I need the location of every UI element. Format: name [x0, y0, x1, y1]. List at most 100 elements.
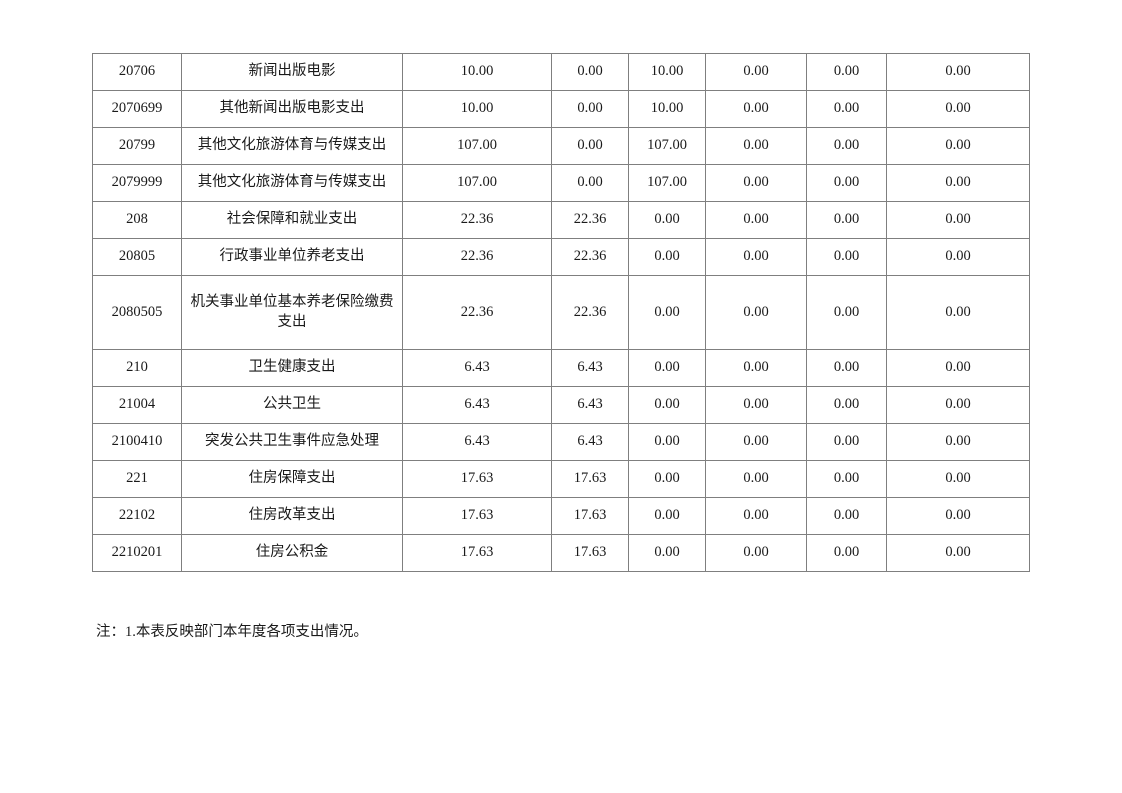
cell-value-5: 0.00 — [806, 386, 887, 424]
cell-item-name: 住房保障支出 — [181, 460, 403, 498]
cell-item-name: 公共卫生 — [181, 386, 403, 424]
cell-value-5: 0.00 — [806, 164, 887, 202]
cell-value-3: 0.00 — [628, 534, 706, 572]
cell-value-6: 0.00 — [886, 127, 1030, 165]
cell-value-2: 6.43 — [551, 423, 629, 461]
cell-code: 2210201 — [92, 534, 182, 572]
cell-value-1: 17.63 — [402, 497, 552, 535]
cell-value-1: 17.63 — [402, 460, 552, 498]
cell-value-4: 0.00 — [705, 497, 807, 535]
cell-item-name: 新闻出版电影 — [181, 53, 403, 91]
cell-code: 20706 — [92, 53, 182, 91]
cell-value-2: 6.43 — [551, 349, 629, 387]
cell-code: 210 — [92, 349, 182, 387]
table-row: 20706 新闻出版电影 10.00 0.00 10.00 0.00 0.00 0.00 — [92, 53, 1030, 91]
table-row: 2080505 机关事业单位基本养老保险缴费支出 22.36 22.36 0.00 0.0… — [92, 275, 1030, 350]
cell-value-5: 0.00 — [806, 349, 887, 387]
cell-code: 208 — [92, 201, 182, 239]
cell-value-5: 0.00 — [806, 238, 887, 276]
cell-value-5: 0.00 — [806, 275, 887, 350]
cell-value-3: 0.00 — [628, 238, 706, 276]
table-row: 2100410 突发公共卫生事件应急处理 6.43 6.43 0.00 0.00 0.00 0… — [92, 423, 1030, 461]
cell-value-1: 6.43 — [402, 349, 552, 387]
cell-value-2: 17.63 — [551, 460, 629, 498]
cell-value-6: 0.00 — [886, 460, 1030, 498]
cell-value-2: 22.36 — [551, 201, 629, 239]
cell-value-2: 17.63 — [551, 497, 629, 535]
cell-value-6: 0.00 — [886, 423, 1030, 461]
cell-value-1: 17.63 — [402, 534, 552, 572]
cell-value-3: 10.00 — [628, 90, 706, 128]
cell-code: 221 — [92, 460, 182, 498]
table-row: 21004 公共卫生 6.43 6.43 0.00 0.00 0.00 0.00 — [92, 386, 1030, 424]
cell-value-1: 22.36 — [402, 275, 552, 350]
cell-value-4: 0.00 — [705, 349, 807, 387]
cell-code: 2100410 — [92, 423, 182, 461]
table-row: 2079999 其他文化旅游体育与传媒支出 107.00 0.00 107.00 0.00… — [92, 164, 1030, 202]
cell-value-6: 0.00 — [886, 90, 1030, 128]
cell-item-name: 机关事业单位基本养老保险缴费支出 — [181, 275, 403, 350]
cell-value-2: 22.36 — [551, 238, 629, 276]
cell-value-4: 0.00 — [705, 238, 807, 276]
cell-value-4: 0.00 — [705, 164, 807, 202]
cell-code: 20799 — [92, 127, 182, 165]
cell-value-6: 0.00 — [886, 201, 1030, 239]
cell-value-1: 10.00 — [402, 90, 552, 128]
cell-value-3: 0.00 — [628, 275, 706, 350]
cell-value-4: 0.00 — [705, 90, 807, 128]
cell-value-4: 0.00 — [705, 53, 807, 91]
cell-value-5: 0.00 — [806, 53, 887, 91]
cell-value-1: 22.36 — [402, 238, 552, 276]
cell-item-name: 突发公共卫生事件应急处理 — [181, 423, 403, 461]
cell-value-6: 0.00 — [886, 497, 1030, 535]
cell-value-1: 22.36 — [402, 201, 552, 239]
cell-value-4: 0.00 — [705, 275, 807, 350]
cell-value-4: 0.00 — [705, 534, 807, 572]
cell-item-name: 其他新闻出版电影支出 — [181, 90, 403, 128]
cell-value-3: 10.00 — [628, 53, 706, 91]
cell-value-3: 107.00 — [628, 164, 706, 202]
table-row: 208 社会保障和就业支出 22.36 22.36 0.00 0.00 0.00 0.00 — [92, 201, 1030, 239]
cell-value-5: 0.00 — [806, 201, 887, 239]
table-row: 2070699 其他新闻出版电影支出 10.00 0.00 10.00 0.00 0.00 0… — [92, 90, 1030, 128]
cell-item-name: 卫生健康支出 — [181, 349, 403, 387]
cell-value-2: 0.00 — [551, 127, 629, 165]
cell-value-3: 0.00 — [628, 423, 706, 461]
cell-value-6: 0.00 — [886, 238, 1030, 276]
table-footnote: 注：1.本表反映部门本年度各项支出情况。 — [96, 624, 368, 640]
table-body: 20706 新闻出版电影 10.00 0.00 10.00 0.00 0.00 0.00 207… — [92, 53, 1030, 572]
cell-value-1: 107.00 — [402, 127, 552, 165]
table-row: 20805 行政事业单位养老支出 22.36 22.36 0.00 0.00 0.00 0.0… — [92, 238, 1030, 276]
cell-item-name: 行政事业单位养老支出 — [181, 238, 403, 276]
cell-item-name: 其他文化旅游体育与传媒支出 — [181, 164, 403, 202]
cell-value-1: 107.00 — [402, 164, 552, 202]
cell-value-2: 0.00 — [551, 164, 629, 202]
cell-value-4: 0.00 — [705, 423, 807, 461]
cell-value-3: 0.00 — [628, 460, 706, 498]
table-row: 20799 其他文化旅游体育与传媒支出 107.00 0.00 107.00 0.00 0.… — [92, 127, 1030, 165]
cell-item-name: 住房改革支出 — [181, 497, 403, 535]
table-row: 2210201 住房公积金 17.63 17.63 0.00 0.00 0.00 0.00 — [92, 534, 1030, 572]
cell-value-6: 0.00 — [886, 275, 1030, 350]
table-row: 22102 住房改革支出 17.63 17.63 0.00 0.00 0.00 0.00 — [92, 497, 1030, 535]
cell-code: 2080505 — [92, 275, 182, 350]
cell-value-3: 0.00 — [628, 201, 706, 239]
cell-value-2: 22.36 — [551, 275, 629, 350]
expenditure-table: 20706 新闻出版电影 10.00 0.00 10.00 0.00 0.00 0.00 207… — [92, 53, 1030, 572]
cell-value-4: 0.00 — [705, 460, 807, 498]
cell-value-5: 0.00 — [806, 90, 887, 128]
table-row: 210 卫生健康支出 6.43 6.43 0.00 0.00 0.00 0.00 — [92, 349, 1030, 387]
cell-value-6: 0.00 — [886, 534, 1030, 572]
cell-code: 20805 — [92, 238, 182, 276]
cell-code: 21004 — [92, 386, 182, 424]
cell-item-name: 住房公积金 — [181, 534, 403, 572]
cell-value-1: 10.00 — [402, 53, 552, 91]
cell-value-5: 0.00 — [806, 127, 887, 165]
cell-code: 22102 — [92, 497, 182, 535]
cell-value-1: 6.43 — [402, 423, 552, 461]
cell-value-3: 0.00 — [628, 349, 706, 387]
cell-value-6: 0.00 — [886, 386, 1030, 424]
cell-value-2: 6.43 — [551, 386, 629, 424]
cell-value-5: 0.00 — [806, 460, 887, 498]
